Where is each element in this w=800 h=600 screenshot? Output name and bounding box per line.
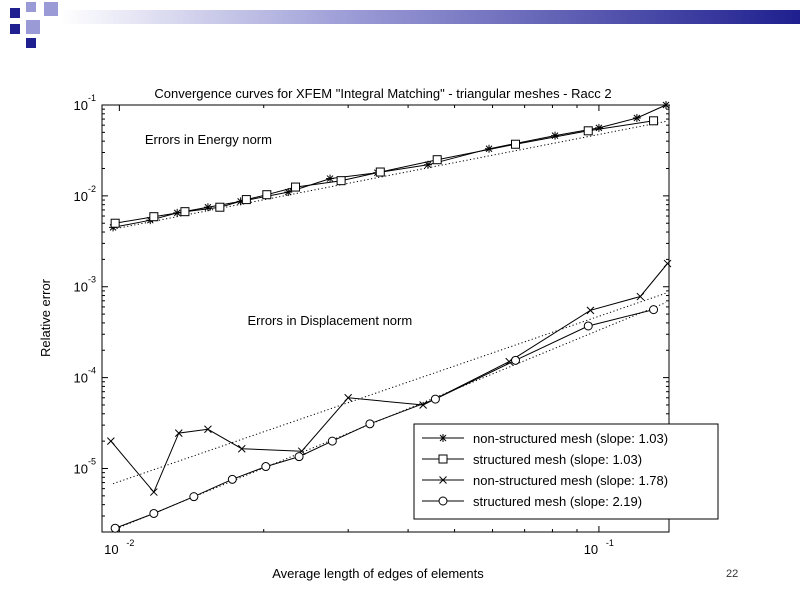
y-tick-label-exponent: -4 [88,366,96,376]
data-point-series-3 [107,437,115,445]
y-tick-label-exponent: -1 [88,93,96,103]
data-point-series-2 [511,139,521,149]
corner-square-1 [10,8,20,18]
chart-annotation: Errors in Energy norm [145,132,272,147]
data-point-series-2 [432,155,442,165]
legend-marker [438,454,448,464]
data-point-series-3 [237,444,246,453]
data-point-series-3 [204,425,212,434]
data-point-series-2 [241,195,251,205]
y-tick-label: 10 [74,189,88,204]
y-tick-label-exponent: -3 [88,275,96,285]
data-point-series-4 [294,452,304,462]
corner-square-5 [10,24,20,34]
data-point-series-4 [189,492,199,502]
data-point-series-4 [430,394,440,404]
data-point-series-1 [594,123,603,132]
legend-box [413,423,719,520]
data-point-series-2 [110,218,120,228]
legend-label: structured mesh (slope: 1.03) [473,452,642,467]
corner-square-4 [26,20,40,34]
legend-label: non-structured mesh (slope: 1.78) [473,473,668,488]
data-point-series-4 [511,355,521,365]
corner-square-2 [26,2,36,12]
series-line-3 [110,263,668,494]
data-point-series-3 [344,393,353,402]
data-point-series-4 [227,474,237,484]
legend-marker [439,476,447,484]
y-tick-label-exponent: -2 [88,184,96,194]
x-axis-label: Average length of edges of elements [272,566,484,581]
data-point-series-3 [636,292,645,301]
data-point-series-4 [649,305,659,315]
data-point-series-4 [261,462,271,472]
data-point-series-1 [632,113,641,122]
legend: non-structured mesh (slope: 1.03) structu… [413,423,719,520]
header-gradient-bar [60,10,800,24]
data-point-series-2 [583,126,593,136]
fit-line [112,292,667,485]
y-tick-label: 10 [74,371,88,386]
series-group [107,101,672,533]
data-point-series-3 [174,429,183,437]
data-point-series-4 [583,321,593,331]
data-point-series-2 [215,202,225,212]
x-tick-label: 10 [584,542,598,557]
x-tick-label: 10 [104,542,118,557]
data-point-series-2 [649,116,659,126]
data-point-series-2 [336,176,346,186]
annotations: Errors in Energy norm Errors in Displacem… [145,132,412,328]
x-tick-label-exponent: -1 [606,538,614,548]
data-point-series-4 [365,419,375,429]
corner-square-3 [44,2,58,16]
data-point-series-1 [551,131,560,140]
data-point-series-2 [180,207,190,217]
data-point-series-3 [149,488,158,496]
fit-line [112,120,667,230]
data-point-series-2 [291,182,301,192]
data-point-series-4 [149,508,159,518]
data-point-series-1 [203,203,212,212]
data-point-series-2 [149,212,159,222]
data-point-series-2 [375,167,385,177]
page-number: 22 [726,568,739,580]
data-point-series-1 [662,101,671,109]
legend-label: structured mesh (slope: 2.19) [473,494,642,509]
data-point-series-3 [586,306,595,315]
chart-annotation: Errors in Displacement norm [247,313,412,328]
y-tick-label: 10 [74,461,88,476]
x-tick-label-exponent: -2 [126,538,134,548]
data-point-series-4 [327,436,337,446]
data-point-series-1 [326,174,335,183]
data-point-series-4 [110,523,120,533]
data-point-series-3 [663,259,672,268]
y-tick-label-exponent: -5 [88,456,96,466]
y-tick-label: 10 [74,98,88,113]
legend-marker [439,434,447,442]
corner-square-6 [26,38,36,48]
y-tick-label: 10 [74,280,88,295]
legend-label: non-structured mesh (slope: 1.03) [473,431,668,446]
chart-title: Convergence curves for XFEM "Integral Ma… [154,86,611,101]
axis-ticks: 10 -2 10 -110 -110 -210 -310 -410 -5 [74,93,669,557]
data-point-series-2 [262,190,272,200]
series-line-4 [115,309,654,529]
legend-marker [438,496,448,506]
y-axis-label: Relative error [38,278,53,357]
